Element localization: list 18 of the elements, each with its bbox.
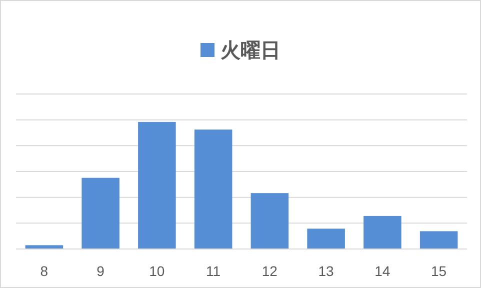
x-tick-label: 11 bbox=[206, 263, 221, 279]
legend: 火曜日 bbox=[200, 40, 280, 62]
x-tick-label: 14 bbox=[374, 263, 390, 279]
bar bbox=[138, 122, 176, 249]
bar bbox=[82, 178, 120, 249]
bar bbox=[307, 228, 345, 249]
bar bbox=[250, 193, 289, 249]
bar bbox=[364, 216, 402, 249]
x-tick-label: 12 bbox=[262, 263, 278, 279]
x-tick-label: 8 bbox=[40, 263, 48, 279]
x-tick-label: 13 bbox=[318, 263, 334, 279]
bar bbox=[194, 130, 232, 249]
bar bbox=[25, 245, 64, 249]
x-tick-label: 9 bbox=[96, 263, 105, 279]
bar bbox=[420, 231, 458, 249]
x-tick-label: 15 bbox=[431, 263, 447, 279]
legend-label: 火曜日 bbox=[220, 40, 280, 62]
x-tick-label: 10 bbox=[149, 263, 165, 279]
